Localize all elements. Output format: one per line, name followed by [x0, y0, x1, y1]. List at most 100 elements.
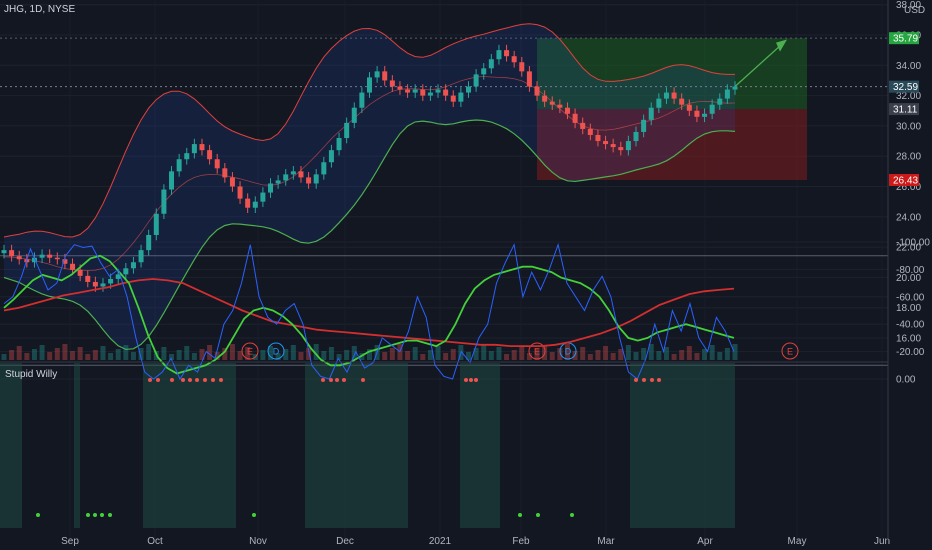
stop-price-tag — [889, 173, 919, 186]
candle-body — [610, 144, 616, 148]
candle-body — [709, 104, 715, 114]
oscillator-zone-shading — [0, 363, 735, 528]
volume-bar — [382, 352, 388, 360]
symbol-title: JHG, 1D, NYSE — [4, 4, 75, 15]
candle-body — [656, 98, 662, 108]
volume-bar — [108, 353, 114, 360]
candle-body — [283, 174, 289, 181]
volume-bar — [557, 348, 563, 360]
candle-body — [595, 134, 601, 142]
long-position-tool[interactable] — [0, 37, 888, 180]
volume-bar — [275, 353, 281, 360]
overbought-dot — [342, 378, 346, 382]
candle-body — [663, 92, 669, 99]
candle-body — [679, 98, 685, 105]
candle-body — [54, 257, 60, 260]
oscillator-zone — [143, 363, 236, 528]
volume-bar — [70, 351, 76, 360]
candle-body — [625, 141, 631, 151]
volume-bar — [237, 351, 243, 360]
osc-tick-label: -40.00 — [896, 320, 925, 331]
volume-bar — [47, 352, 53, 360]
volume-bar — [488, 351, 494, 360]
overbought-dot — [211, 378, 215, 382]
volume-bar — [405, 351, 411, 360]
overbought-dot — [469, 378, 473, 382]
event-marker-circle — [267, 342, 285, 360]
volume-bar — [130, 352, 136, 360]
arrow-head — [776, 39, 787, 52]
candle-body — [70, 263, 76, 270]
candle-body — [47, 254, 53, 258]
candle-body — [16, 256, 22, 260]
currency-label: USD — [904, 5, 925, 16]
osc-tick-label: -100.00 — [896, 238, 930, 249]
candle-body — [191, 144, 197, 154]
candle-body — [580, 122, 586, 129]
volume-bar — [9, 350, 15, 360]
candle-body — [511, 56, 517, 63]
target-price-tag-text: 35.79 — [893, 34, 918, 45]
volume-bar — [618, 349, 624, 360]
volume-bar — [709, 345, 715, 360]
osc-tick-label: -80.00 — [896, 265, 925, 276]
price-tick-label: 30.00 — [896, 121, 921, 132]
last-price-tag-text: 32.59 — [893, 82, 918, 93]
oversold-dot — [36, 513, 40, 517]
time-tick-label: Sep — [61, 536, 79, 547]
candle-body — [557, 104, 563, 108]
oversold-dot — [252, 513, 256, 517]
oversold-dot — [93, 513, 97, 517]
event-marker-label: E — [787, 347, 793, 357]
candle-body — [123, 268, 129, 275]
candle-body — [427, 92, 433, 96]
candle-body — [717, 98, 723, 105]
candle-body — [207, 150, 213, 160]
entry-price-tag — [889, 103, 919, 116]
candle-body — [412, 89, 418, 93]
overbought-dot — [464, 378, 468, 382]
candle-body — [367, 77, 372, 93]
candle-body — [374, 71, 380, 78]
candle-body — [542, 95, 548, 102]
stop-price-tag-text: 26.43 — [893, 175, 918, 186]
volume-bar — [717, 352, 723, 360]
volume-bar — [724, 348, 730, 360]
price-tick-label: 24.00 — [896, 212, 921, 223]
price-tick-label: 26.00 — [896, 182, 921, 193]
candle-body — [564, 107, 570, 114]
candle-body — [237, 186, 243, 199]
candle-body — [405, 89, 411, 93]
volume-bar — [222, 348, 228, 360]
candle-body — [397, 86, 403, 90]
event-marker-circle — [528, 342, 546, 360]
overbought-dot — [321, 378, 325, 382]
overbought-dot — [329, 378, 333, 382]
overbought-dot — [148, 378, 152, 382]
volume-bar — [389, 348, 395, 360]
volume-bar — [283, 349, 289, 360]
volume-bar — [328, 347, 334, 360]
oscillator-title: Stupid Willy — [5, 369, 57, 380]
volume-bar — [298, 352, 304, 360]
time-axis[interactable]: Sep Oct Nov Dec 2021 Feb Mar Apr May Jun — [61, 536, 890, 547]
volume-bars — [1, 344, 738, 360]
candle-body — [526, 71, 532, 87]
volume-bar — [610, 353, 616, 360]
volume-bar — [85, 354, 91, 360]
time-tick-label: Apr — [697, 536, 713, 547]
volume-bar — [214, 352, 220, 360]
candle-body — [420, 89, 426, 96]
loss-zone — [537, 109, 807, 180]
price-axis[interactable]: 16.00 18.00 20.00 22.00 24.00 26.00 28.00 30.00… — [889, 0, 930, 386]
osc-tick-label: 0.00 — [896, 375, 916, 386]
volume-bar — [625, 345, 631, 360]
volume-bar — [207, 345, 213, 360]
volume-bar — [641, 348, 647, 360]
overbought-dot — [170, 378, 174, 382]
volume-bar — [313, 344, 319, 360]
overbought-dot — [219, 378, 223, 382]
event-marker-circle — [241, 342, 259, 360]
